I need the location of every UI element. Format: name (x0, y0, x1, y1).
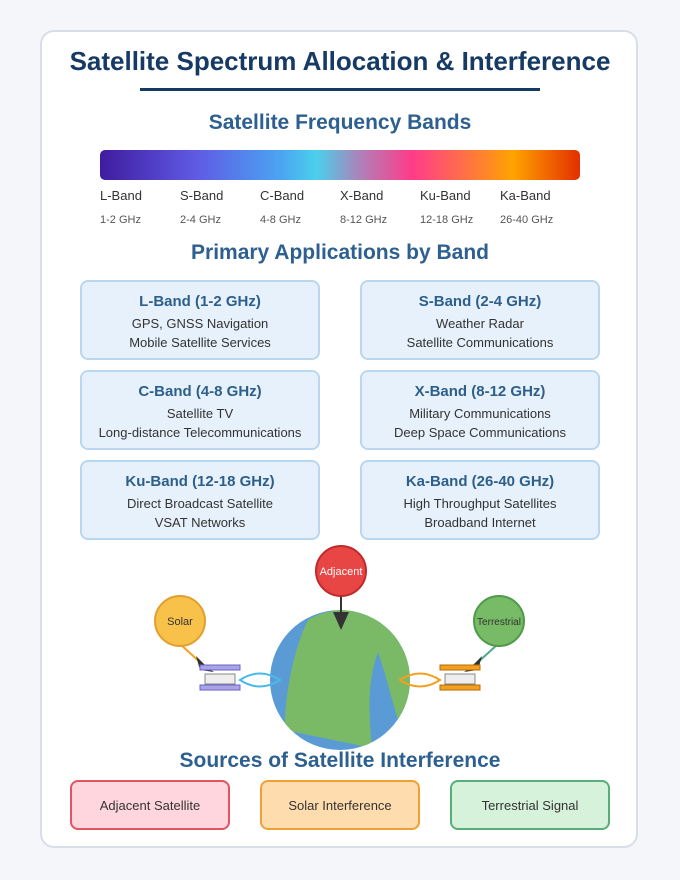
title-underline (140, 88, 540, 91)
application-line: Satellite Communications (406, 335, 554, 350)
band-name: C-Band (260, 188, 305, 203)
application-card-ka-band: Ka-Band (26-40 GHz) High Throughput Sate… (360, 460, 600, 540)
application-card-c-band: C-Band (4-8 GHz) Satellite TV Long-dista… (80, 370, 320, 450)
application-line: Satellite TV (166, 406, 234, 421)
application-title: S-Band (2-4 GHz) (418, 293, 542, 310)
page-title: Satellite Spectrum Allocation & Interfer… (69, 46, 611, 76)
band-range: 12-18 GHz (420, 214, 474, 226)
frequency-bands-heading: Satellite Frequency Bands (208, 111, 472, 134)
band-range: 4-8 GHz (260, 214, 301, 226)
band-name: L-Band (100, 188, 142, 203)
application-line: Deep Space Communications (394, 425, 566, 440)
application-line: Weather Radar (436, 316, 524, 331)
source-box-adjacent-satellite: Adjacent Satellite (70, 780, 230, 830)
application-line: Broadband Internet (424, 515, 536, 530)
band-range: 1-2 GHz (100, 214, 141, 226)
band-name: Ka-Band (500, 188, 551, 203)
application-line: Military Communications (409, 406, 551, 421)
application-line: Direct Broadcast Satellite (127, 496, 273, 511)
band-label-s: S-Band 2-4 GHz (180, 188, 260, 226)
application-title: L-Band (1-2 GHz) (139, 293, 261, 310)
band-range: 2-4 GHz (180, 214, 221, 226)
application-card-ku-band: Ku-Band (12-18 GHz) Direct Broadcast Sat… (80, 460, 320, 540)
application-line: High Throughput Satellites (403, 496, 557, 511)
application-line: Long-distance Telecommunications (98, 425, 302, 440)
application-title: Ka-Band (26-40 GHz) (405, 473, 555, 490)
application-title: Ku-Band (12-18 GHz) (125, 473, 275, 490)
band-name: Ku-Band (420, 188, 471, 203)
application-title: C-Band (4-8 GHz) (138, 383, 262, 400)
applications-heading: Primary Applications by Band (191, 241, 489, 264)
application-line: GPS, GNSS Navigation (131, 316, 269, 331)
band-range: 26-40 GHz (500, 214, 554, 226)
source-box-solar-interference: Solar Interference (260, 780, 420, 830)
application-card-s-band: S-Band (2-4 GHz) Weather Radar Satellite… (360, 280, 600, 360)
band-label-c: C-Band 4-8 GHz (260, 188, 340, 226)
band-label-l: L-Band 1-2 GHz (100, 188, 180, 226)
application-card-l-band: L-Band (1-2 GHz) GPS, GNSS Navigation Mo… (80, 280, 320, 360)
interference-heading: Sources of Satellite Interference (179, 749, 501, 772)
band-label-ka: Ka-Band 26-40 GHz (500, 188, 580, 226)
application-title: X-Band (8-12 GHz) (414, 383, 546, 400)
band-name: X-Band (340, 188, 384, 203)
band-range: 8-12 GHz (340, 214, 388, 226)
application-card-x-band: X-Band (8-12 GHz) Military Communication… (360, 370, 600, 450)
band-label-x: X-Band 8-12 GHz (340, 188, 420, 226)
band-label-ku: Ku-Band 12-18 GHz (420, 188, 500, 226)
band-name: S-Band (180, 188, 224, 203)
source-box-terrestrial-signal: Terrestrial Signal (450, 780, 610, 830)
application-line: Mobile Satellite Services (129, 335, 271, 350)
application-line: VSAT Networks (154, 515, 246, 530)
frequency-spectrum-bar (100, 150, 580, 180)
